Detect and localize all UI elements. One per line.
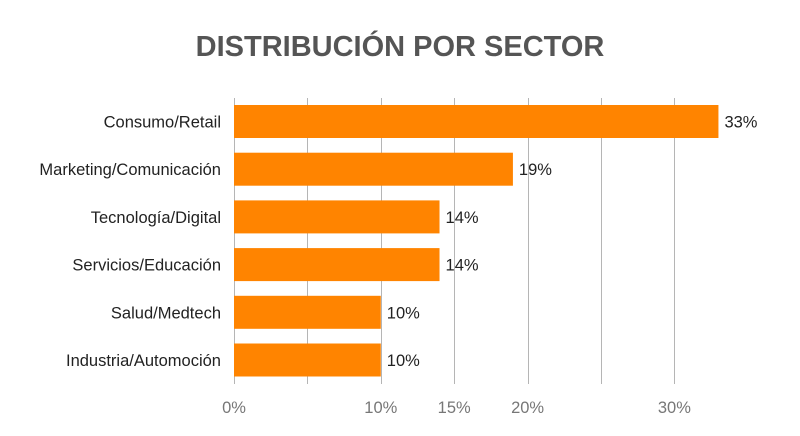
category-label-3: Servicios/Educación <box>72 257 221 275</box>
tick-label-2: 15% <box>438 399 471 417</box>
bar-3 <box>234 248 440 282</box>
x-axis-tick-labels: 0% 10% 15% 20% 30% <box>222 399 691 417</box>
gridlines <box>234 98 675 384</box>
tick-label-3: 20% <box>511 399 544 417</box>
value-labels: 33% 19% 14% 14% 10% 10% <box>387 114 758 371</box>
value-label-3: 14% <box>446 257 479 275</box>
bars <box>234 105 719 377</box>
tick-label-4: 30% <box>658 399 691 417</box>
category-label-0: Consumo/Retail <box>104 114 221 132</box>
value-label-2: 14% <box>446 209 479 227</box>
bar-0 <box>234 105 719 138</box>
chart-title: DISTRIBUCIÓN POR SECTOR <box>196 29 605 63</box>
tick-label-1: 10% <box>364 399 397 417</box>
category-label-5: Industria/Automoción <box>66 352 221 370</box>
bar-5 <box>234 343 381 377</box>
bar-2 <box>234 200 440 234</box>
category-label-4: Salud/Medtech <box>111 304 221 322</box>
bar-4 <box>234 295 381 329</box>
category-label-2: Tecnología/Digital <box>91 209 221 227</box>
value-label-1: 19% <box>519 161 552 179</box>
value-label-0: 33% <box>724 114 757 132</box>
value-label-5: 10% <box>387 352 420 370</box>
tick-label-0: 0% <box>222 399 246 417</box>
category-label-1: Marketing/Comunicación <box>39 161 221 179</box>
value-label-4: 10% <box>387 304 420 322</box>
category-labels: Consumo/Retail Marketing/Comunicación Tecn… <box>39 114 221 371</box>
bar-1 <box>234 152 513 186</box>
